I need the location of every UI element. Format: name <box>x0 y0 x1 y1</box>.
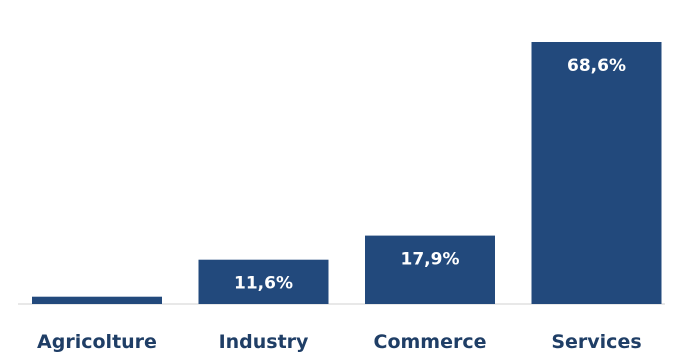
bar-industry <box>198 259 329 304</box>
bar-services <box>531 42 662 304</box>
category-label-industry: Industry <box>219 331 309 353</box>
category-label-services: Services <box>551 331 641 353</box>
category-label-commerce: Commerce <box>374 331 487 353</box>
category-labels-group: Agricolture Industry Commerce Services <box>37 331 642 353</box>
bar-agricolture <box>32 296 162 304</box>
category-label-agricolture: Agricolture <box>37 331 157 353</box>
bar-commerce <box>365 235 495 304</box>
bars-group <box>32 42 662 304</box>
value-label-commerce: 17,9% <box>401 250 460 270</box>
value-labels-group: 11,6% 17,9% 68,6% <box>234 56 626 294</box>
value-label-services: 68,6% <box>567 56 626 76</box>
value-label-industry: 11,6% <box>234 274 293 294</box>
